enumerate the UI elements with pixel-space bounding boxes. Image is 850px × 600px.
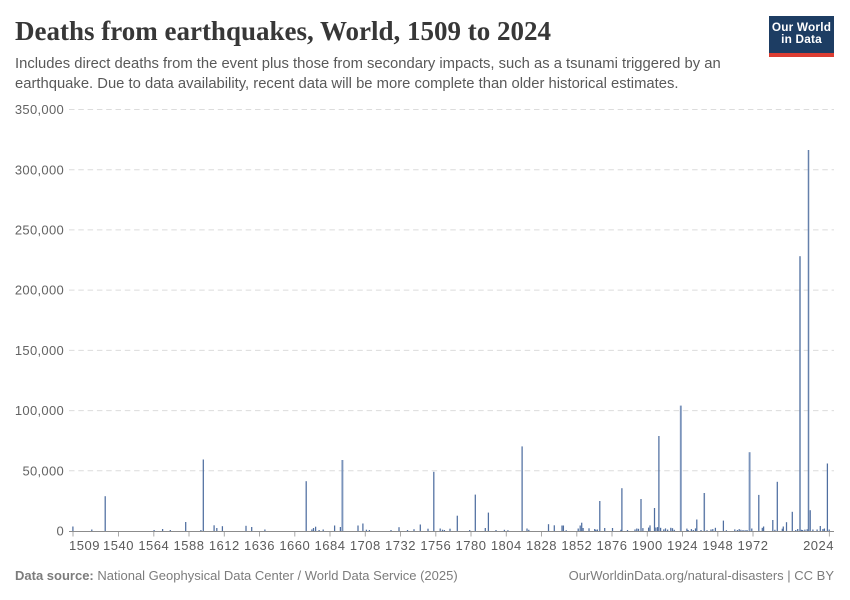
svg-text:100,000: 100,000 bbox=[15, 403, 64, 418]
svg-text:1660: 1660 bbox=[279, 538, 310, 553]
svg-text:350,000: 350,000 bbox=[15, 102, 64, 117]
svg-text:1588: 1588 bbox=[174, 538, 205, 553]
svg-text:1636: 1636 bbox=[244, 538, 275, 553]
svg-text:1708: 1708 bbox=[350, 538, 381, 553]
svg-text:1948: 1948 bbox=[702, 538, 733, 553]
svg-text:200,000: 200,000 bbox=[15, 283, 64, 298]
svg-text:1852: 1852 bbox=[561, 538, 592, 553]
svg-text:300,000: 300,000 bbox=[15, 162, 64, 177]
svg-text:0: 0 bbox=[56, 524, 64, 539]
svg-text:1732: 1732 bbox=[385, 538, 416, 553]
svg-text:1756: 1756 bbox=[420, 538, 451, 553]
svg-text:1509: 1509 bbox=[69, 538, 100, 553]
svg-text:1804: 1804 bbox=[491, 538, 522, 553]
svg-text:50,000: 50,000 bbox=[22, 463, 64, 478]
svg-text:1900: 1900 bbox=[632, 538, 663, 553]
svg-text:1876: 1876 bbox=[597, 538, 628, 553]
svg-text:1972: 1972 bbox=[738, 538, 769, 553]
svg-text:1780: 1780 bbox=[456, 538, 487, 553]
svg-text:1564: 1564 bbox=[138, 538, 169, 553]
svg-text:150,000: 150,000 bbox=[15, 343, 64, 358]
svg-text:1540: 1540 bbox=[103, 538, 134, 553]
svg-text:1684: 1684 bbox=[315, 538, 346, 553]
svg-text:1828: 1828 bbox=[526, 538, 557, 553]
svg-text:2024: 2024 bbox=[803, 538, 834, 553]
svg-text:250,000: 250,000 bbox=[15, 223, 64, 238]
svg-text:1612: 1612 bbox=[209, 538, 240, 553]
svg-text:1924: 1924 bbox=[667, 538, 698, 553]
